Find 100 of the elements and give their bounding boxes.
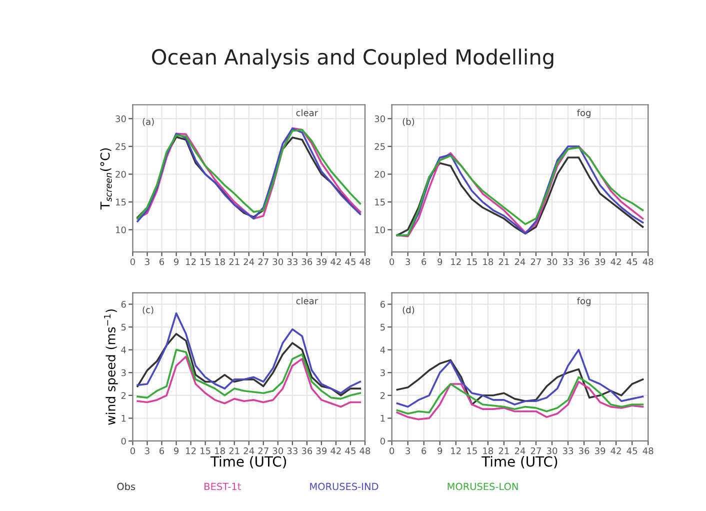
- x-tick-label: 33: [287, 447, 298, 454]
- x-tick-label: 36: [302, 258, 312, 266]
- x-tick-label: 24: [514, 447, 526, 454]
- x-tick-label: 45: [626, 448, 638, 454]
- y-tick-label: 1: [122, 415, 126, 422]
- x-tick-label: 33: [287, 258, 298, 266]
- annotation: fog: [577, 297, 590, 306]
- x-tick-label: 48: [360, 447, 370, 454]
- x-tick-label: 12: [186, 258, 196, 266]
- x-tick-label: 6: [160, 447, 164, 454]
- y-tick-label: 2: [121, 392, 126, 399]
- x-tick-label: 42: [330, 258, 341, 266]
- x-tick-label: 48: [642, 447, 654, 454]
- y-tick-label: 20: [374, 170, 385, 178]
- x-tick-label: 27: [258, 447, 268, 454]
- x-tick-label: 15: [200, 258, 210, 266]
- x-tick-label: 39: [316, 447, 327, 454]
- y-tick-label: 15: [375, 198, 385, 206]
- y-tick-label: 5: [380, 324, 385, 331]
- x-tick-label: 42: [610, 447, 621, 454]
- x-tick-label: 24: [244, 258, 254, 266]
- x-tick-label: 30: [272, 447, 284, 454]
- x-tick-label: 12: [451, 447, 461, 454]
- y-tick-label: 25: [374, 143, 385, 150]
- y-tick-label: 30: [116, 115, 126, 122]
- x-tick-label: 42: [610, 258, 621, 266]
- x-tick-label: 27: [530, 258, 541, 266]
- x-tick-label: 21: [498, 258, 509, 266]
- x-tick-label: 3: [145, 258, 150, 266]
- x-tick-label: 9: [174, 258, 179, 266]
- x-tick-label: 42: [330, 447, 341, 454]
- y-tick-label: 3: [380, 369, 385, 376]
- y-tick-label: 25: [116, 143, 126, 150]
- x-tick-label: 6: [422, 258, 426, 266]
- y-axis-title: wind speed (ms$^{−1}$): [104, 309, 118, 425]
- line-series: [136, 332, 362, 396]
- x-tick-label: 18: [483, 258, 494, 266]
- annotation: (c): [142, 306, 154, 314]
- x-tick-label: 36: [302, 447, 312, 454]
- y-tick-label: 0: [380, 438, 385, 445]
- x-tick-label: 15: [467, 448, 477, 454]
- x-tick-label: 12: [451, 258, 461, 266]
- x-tick-label: 30: [272, 258, 284, 266]
- y-tick-label: 1: [380, 415, 385, 422]
- annotation: clear: [296, 109, 318, 116]
- x-tick-label: 39: [595, 258, 606, 266]
- x-tick-label: 33: [562, 447, 574, 454]
- y-tick-label: 0: [121, 438, 126, 445]
- x-tick-label: 24: [244, 447, 254, 454]
- x-tick-label: 18: [215, 258, 225, 266]
- x-tick-label: 27: [530, 447, 541, 454]
- x-tick-label: 6: [422, 447, 426, 454]
- line-series: [396, 376, 644, 415]
- y-tick-label: 4: [121, 346, 126, 354]
- x-tick-label: 45: [626, 258, 638, 266]
- y-tick-label: 30: [374, 115, 385, 122]
- x-tick-label: 45: [345, 258, 356, 266]
- x-tick-label: 0: [390, 258, 394, 266]
- x-tick-label: 21: [498, 447, 509, 454]
- x-tick-label: 12: [186, 447, 196, 454]
- annotation: clear: [296, 297, 318, 304]
- annotation: (a): [142, 118, 154, 126]
- annotation: (b): [402, 118, 414, 126]
- x-tick-label: 18: [215, 447, 225, 454]
- x-tick-label: 18: [483, 447, 494, 454]
- x-tick-label: 3: [406, 258, 410, 266]
- x-tick-label: 9: [438, 447, 442, 454]
- line-series: [396, 380, 644, 420]
- x-tick-label: 15: [467, 258, 477, 266]
- y-tick-label: 10: [375, 226, 385, 234]
- y-tick-label: 10: [116, 226, 126, 234]
- x-tick-label: 21: [229, 447, 240, 454]
- x-tick-label: 3: [145, 447, 150, 454]
- x-tick-label: 15: [200, 448, 210, 454]
- y-tick-label: 6: [121, 300, 126, 308]
- line-series: [396, 348, 644, 408]
- x-tick-label: 3: [406, 447, 410, 454]
- y-tick-label: 6: [380, 300, 386, 308]
- y-tick-label: 20: [116, 170, 126, 178]
- x-tick-label: 36: [578, 447, 590, 454]
- chart-title: Ocean Analysis and Coupled Modelling: [152, 48, 554, 69]
- x-tick-label: 48: [360, 258, 370, 266]
- x-tick-label: 39: [316, 258, 327, 266]
- line-series: [136, 356, 362, 408]
- y-tick-label: 4: [380, 346, 386, 354]
- x-tick-label: 27: [258, 258, 268, 266]
- y-tick-label: 3: [121, 369, 126, 376]
- x-tick-label: 45: [345, 448, 356, 454]
- x-tick-label: 6: [160, 258, 164, 266]
- x-tick-label: 39: [595, 447, 606, 454]
- x-tick-label: 9: [438, 258, 442, 266]
- x-tick-label: 30: [546, 447, 558, 454]
- text: MORUSES-LON: [448, 482, 518, 490]
- text: MORUSES-IND: [310, 482, 378, 490]
- x-tick-label: 24: [514, 258, 526, 266]
- y-tick-label: 15: [116, 198, 126, 206]
- x-tick-label: 0: [130, 258, 135, 266]
- x-tick-label: 33: [562, 258, 574, 266]
- x-tick-label: 9: [174, 447, 179, 454]
- x-tick-label: 0: [130, 447, 135, 454]
